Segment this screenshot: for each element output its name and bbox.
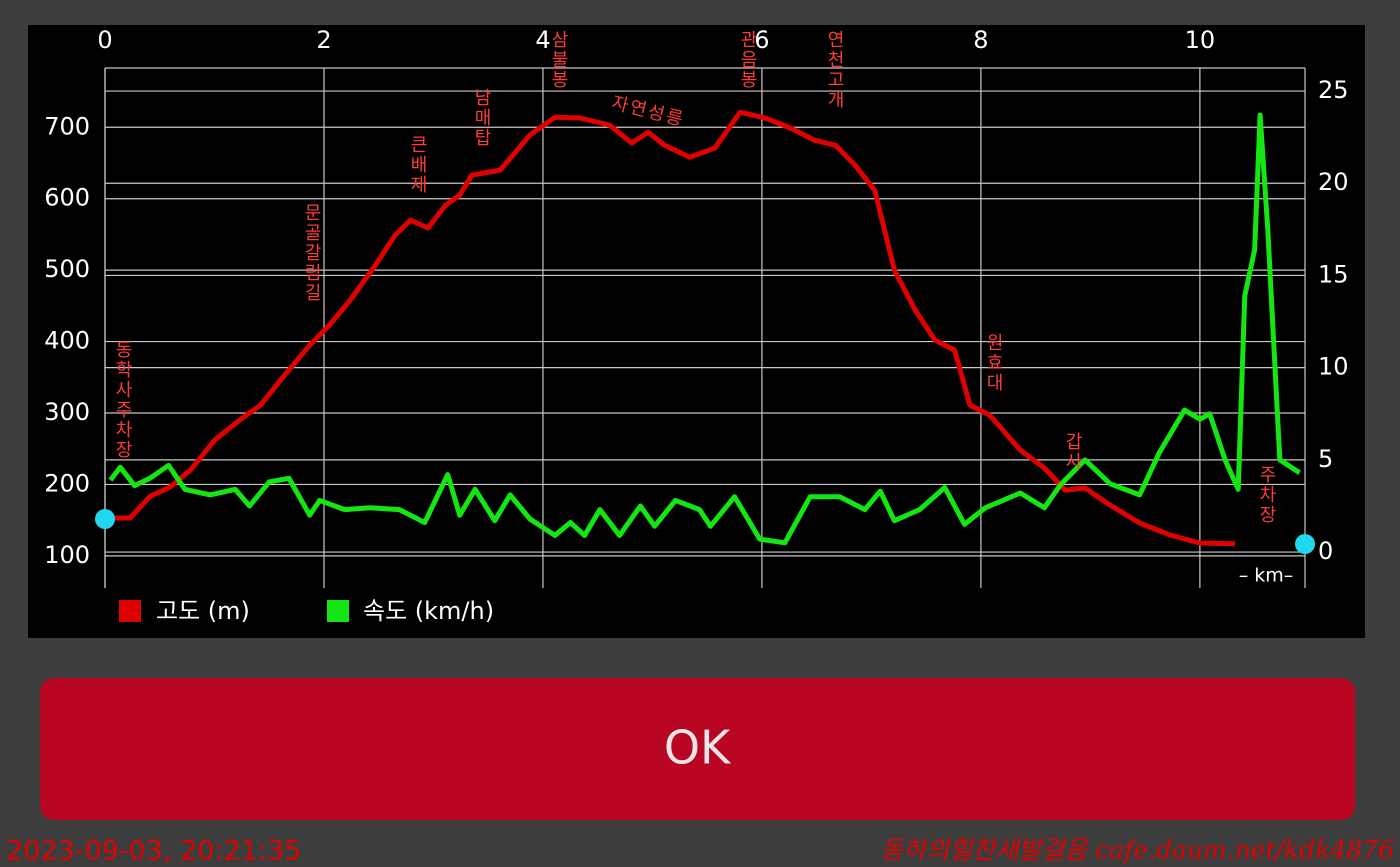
- y2-tick-label: 20: [1318, 168, 1349, 196]
- y-tick-label: 100: [44, 541, 90, 569]
- x-tick-label: 8: [973, 26, 988, 54]
- waypoint-label: 남매탑: [471, 88, 492, 148]
- series-line: [114, 109, 1235, 547]
- y2-tick-label: 5: [1318, 445, 1333, 473]
- y-tick-label: 700: [44, 112, 90, 140]
- y-tick-label: 400: [44, 327, 90, 355]
- y2-tick-label: 15: [1318, 260, 1349, 288]
- x-unit-label: – km–: [1239, 565, 1294, 587]
- x-tick-label: 4: [535, 26, 550, 54]
- waypoint-label: 동학사주차장: [112, 340, 133, 460]
- x-tick-label: 2: [316, 26, 331, 54]
- waypoint-label: 관음봉: [737, 30, 758, 90]
- x-tick-label: 0: [97, 26, 112, 54]
- waypoint-label: 삼불봉: [548, 30, 569, 90]
- y-tick-label: 600: [44, 184, 90, 212]
- y2-tick-label: 25: [1318, 76, 1349, 104]
- y-tick-label: 200: [44, 469, 90, 497]
- x-tick-label: 6: [754, 26, 769, 54]
- y-tick-label: 500: [44, 255, 90, 283]
- y2-tick-label: 10: [1318, 353, 1349, 381]
- start-marker: [95, 509, 115, 529]
- watermark: 동하의힐찬새발걸음 cafe.daum.net/kdk4876: [880, 836, 1394, 865]
- series-line: [108, 112, 1301, 546]
- chart-panel: [28, 25, 1365, 638]
- waypoint-label: 문골갈림길: [301, 203, 322, 303]
- timestamp: 2023-09-03, 20:21:35: [6, 836, 301, 867]
- ok-button[interactable]: [40, 678, 1355, 820]
- legend-swatch: [119, 600, 141, 622]
- waypoint-label: 큰배재: [407, 135, 428, 195]
- legend-swatch: [327, 600, 349, 622]
- waypoint-label: 연천고개: [824, 30, 845, 110]
- legend-label: 속도 (km/h): [363, 597, 494, 625]
- y2-tick-label: 0: [1318, 537, 1333, 565]
- waypoint-label: 갑사: [1062, 432, 1083, 472]
- waypoint-label: 주차장: [1256, 465, 1277, 525]
- y-tick-label: 300: [44, 398, 90, 426]
- legend-label: 고도 (m): [156, 597, 250, 625]
- x-tick-label: 10: [1185, 26, 1216, 54]
- ok-button-label[interactable]: OK: [664, 721, 732, 775]
- waypoint-label: 원효대: [983, 333, 1004, 393]
- end-marker: [1295, 534, 1315, 554]
